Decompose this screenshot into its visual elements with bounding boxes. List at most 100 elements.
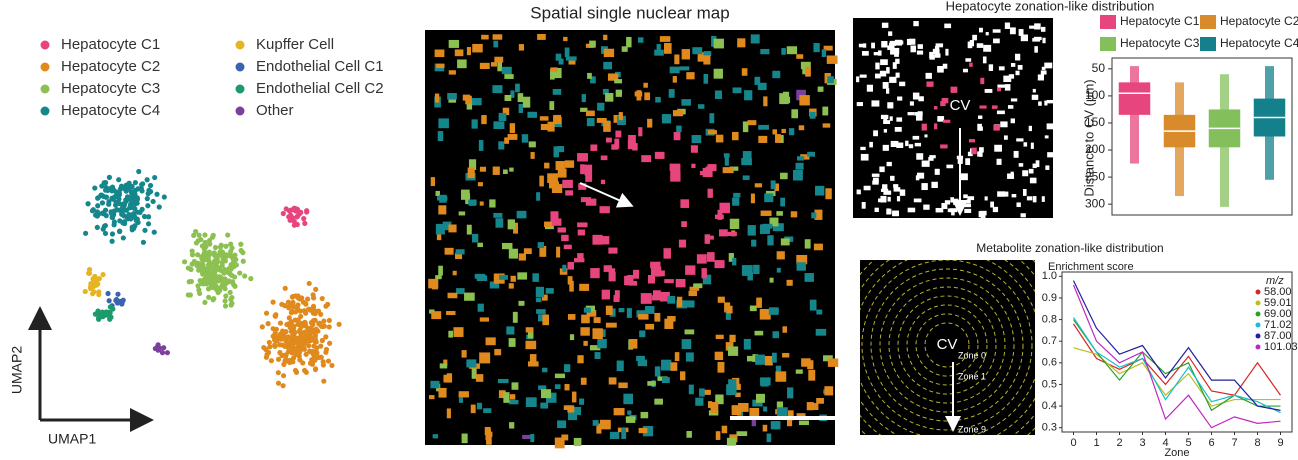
nucleus: [822, 123, 831, 128]
y-tick-label: 200: [1085, 142, 1105, 156]
nucleus: [736, 431, 748, 437]
cell: [882, 184, 888, 191]
nucleus: [752, 399, 763, 407]
nucleus: [564, 384, 570, 391]
umap-point: [295, 213, 301, 219]
umap-point: [259, 324, 265, 330]
nucleus: [758, 124, 769, 130]
nucleus: [732, 257, 737, 266]
legend-marker: [1255, 311, 1261, 317]
cell: [1007, 105, 1014, 109]
nucleus: [817, 86, 824, 92]
nucleus: [517, 272, 528, 280]
cell: [881, 41, 888, 48]
umap-point: [128, 216, 134, 222]
umap-point: [314, 350, 320, 356]
cell: [912, 135, 920, 140]
umap-point: [287, 303, 293, 309]
cell: [886, 161, 892, 167]
nucleus: [439, 194, 447, 203]
nucleus: [661, 359, 672, 371]
nucleus: [615, 89, 622, 97]
nucleus: [613, 294, 620, 303]
cell: [895, 72, 900, 78]
nucleus: [680, 371, 686, 381]
nucleus: [637, 37, 644, 43]
nucleus: [654, 366, 661, 377]
nucleus: [540, 389, 552, 399]
cell: [882, 144, 889, 151]
legend-label: 58.00: [1264, 286, 1292, 298]
cell: [1032, 88, 1036, 93]
nucleus: [747, 120, 757, 126]
cell: [894, 127, 902, 132]
cell: [988, 64, 994, 71]
nucleus: [815, 185, 825, 196]
nucleus: [707, 188, 713, 198]
nucleus: [467, 167, 475, 179]
nucleus: [742, 175, 750, 180]
cell: [861, 51, 869, 56]
umap-point: [144, 177, 150, 183]
nucleus: [638, 427, 648, 434]
nucleus: [776, 401, 784, 412]
umap-point: [303, 351, 309, 357]
nucleus: [719, 229, 728, 237]
nucleus: [479, 166, 487, 172]
nucleus: [504, 94, 512, 101]
umap-point: [201, 268, 207, 275]
nucleus: [597, 338, 607, 349]
y-tick-label: 0.4: [1042, 400, 1057, 412]
nucleus: [555, 161, 565, 171]
y-tick-label: 0.3: [1042, 422, 1057, 434]
nucleus: [479, 317, 489, 322]
cell: [1033, 36, 1042, 41]
cell: [934, 123, 938, 130]
umap-point: [319, 295, 325, 302]
nucleus: [641, 155, 652, 163]
legend-marker: [40, 106, 50, 116]
cell: [966, 199, 971, 204]
nucleus: [557, 227, 566, 233]
nucleus: [483, 408, 492, 413]
legend-marker: [40, 40, 50, 50]
nucleus: [564, 160, 575, 168]
nucleus: [603, 265, 612, 272]
line: [1073, 319, 1281, 412]
nucleus: [507, 133, 518, 140]
nucleus: [542, 367, 548, 373]
chart-title: Spatial single nuclear map: [530, 3, 729, 22]
nucleus: [542, 294, 548, 301]
umap-point: [296, 341, 302, 347]
nucleus: [800, 154, 810, 160]
nucleus: [544, 162, 550, 169]
umap-point: [106, 174, 112, 180]
nucleus: [605, 322, 617, 328]
nucleus: [603, 61, 613, 70]
nucleus: [539, 175, 544, 187]
x-axis-label: UMAP1: [48, 431, 96, 447]
cell: [871, 100, 880, 107]
umap-point: [127, 205, 133, 211]
umap-point: [109, 214, 116, 221]
nucleus: [436, 63, 445, 69]
nucleus: [796, 254, 808, 265]
nucleus: [565, 190, 574, 196]
cell: [992, 29, 1001, 33]
cell: [943, 119, 951, 123]
nucleus: [669, 163, 681, 171]
nucleus: [804, 239, 811, 249]
nucleus: [599, 206, 610, 214]
nucleus: [465, 193, 471, 205]
cell: [971, 147, 977, 155]
cell: [880, 114, 889, 120]
nucleus: [489, 199, 496, 208]
nucleus: [509, 123, 516, 134]
umap-point: [214, 255, 220, 262]
cell: [937, 116, 945, 122]
nucleus: [652, 290, 661, 298]
nucleus: [822, 106, 829, 116]
cell: [917, 172, 925, 179]
cell: [997, 84, 1006, 88]
nucleus: [696, 254, 707, 264]
